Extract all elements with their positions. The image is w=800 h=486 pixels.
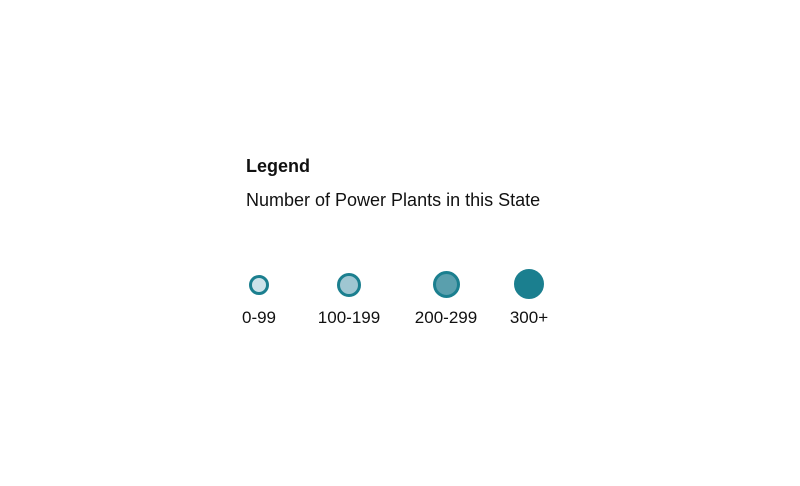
legend-item-label: 300+	[509, 308, 549, 327]
legend-item-label: 200-299	[414, 308, 478, 327]
legend-item-label: 0-99	[241, 308, 277, 327]
legend-item-label: 100-199	[317, 308, 381, 327]
legend-title: Legend	[246, 156, 311, 176]
legend-circle-icon	[514, 269, 544, 299]
legend-circle-icon	[432, 270, 460, 298]
legend-circle-icon	[337, 273, 361, 297]
legend-subtitle: Number of Power Plants in this State	[246, 190, 541, 210]
legend: Legend Number of Power Plants in this St…	[242, 154, 566, 344]
legend-circle-icon	[249, 275, 269, 295]
